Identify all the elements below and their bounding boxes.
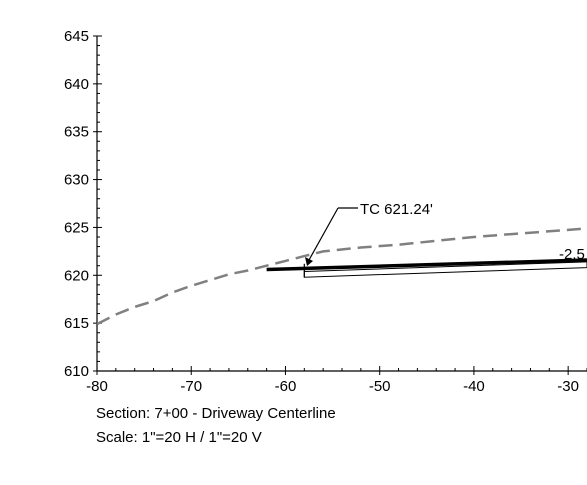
x-tick-label: -60: [275, 378, 297, 395]
existing-ground-line: [96, 227, 587, 326]
tc-label: TC 621.24': [360, 201, 433, 218]
tc-leader-arrowhead: [305, 257, 313, 266]
y-tick-label: 630: [64, 172, 89, 189]
existing-ground-profile: [96, 227, 587, 326]
annotations: TC 621.24' -2.5: [305, 201, 585, 266]
y-tick-label: 635: [64, 124, 89, 141]
axes: 645 640 635 630 625 620 615 610-80 -70 -60 -50 -40 -…: [64, 28, 587, 395]
y-tick-label: 625: [64, 219, 89, 236]
x-tick-label: -80: [86, 378, 108, 395]
y-tick-label: 645: [64, 28, 89, 45]
grade-label: -2.5: [559, 246, 585, 263]
tc-leader-diagonal: [308, 207, 339, 261]
y-tick-label: 615: [64, 315, 89, 332]
proposed-surface: [266, 258, 587, 278]
x-tick-label: -40: [463, 378, 485, 395]
x-tick-label: -70: [180, 378, 202, 395]
proposed-layer-line: [304, 261, 587, 272]
y-tick-label: 640: [64, 76, 89, 93]
x-tick-label: -30: [557, 378, 579, 395]
scale-caption: Scale: 1"=20 H / 1"=20 V: [96, 429, 262, 446]
x-tick-label: -50: [369, 378, 391, 395]
y-tick-label: 620: [64, 267, 89, 284]
section-caption: Section: 7+00 - Driveway Centerline: [96, 405, 336, 422]
y-tick-label: 610: [64, 363, 89, 380]
